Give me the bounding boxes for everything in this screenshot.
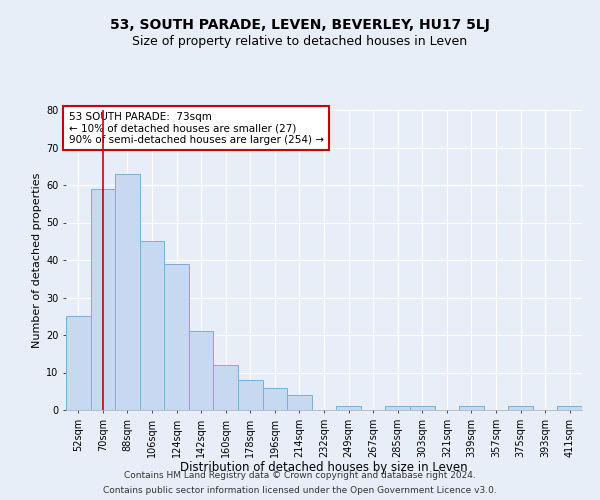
Bar [140,242,164,410]
Text: Size of property relative to detached houses in Leven: Size of property relative to detached ho… [133,35,467,48]
Bar [66,316,91,410]
Bar [238,380,263,410]
Bar [189,331,214,410]
Bar [385,406,410,410]
Text: 53, SOUTH PARADE, LEVEN, BEVERLEY, HU17 5LJ: 53, SOUTH PARADE, LEVEN, BEVERLEY, HU17 … [110,18,490,32]
X-axis label: Distribution of detached houses by size in Leven: Distribution of detached houses by size … [180,461,468,474]
Text: Contains public sector information licensed under the Open Government Licence v3: Contains public sector information licen… [103,486,497,495]
Bar [410,406,434,410]
Bar [459,406,484,410]
Bar [508,406,533,410]
Bar [164,264,189,410]
Bar [214,365,238,410]
Bar [91,188,115,410]
Bar [263,388,287,410]
Bar [557,406,582,410]
Bar [115,174,140,410]
Text: Contains HM Land Registry data © Crown copyright and database right 2024.: Contains HM Land Registry data © Crown c… [124,471,476,480]
Bar [287,395,312,410]
Text: 53 SOUTH PARADE:  73sqm
← 10% of detached houses are smaller (27)
90% of semi-de: 53 SOUTH PARADE: 73sqm ← 10% of detached… [68,112,323,144]
Bar [336,406,361,410]
Y-axis label: Number of detached properties: Number of detached properties [32,172,42,348]
